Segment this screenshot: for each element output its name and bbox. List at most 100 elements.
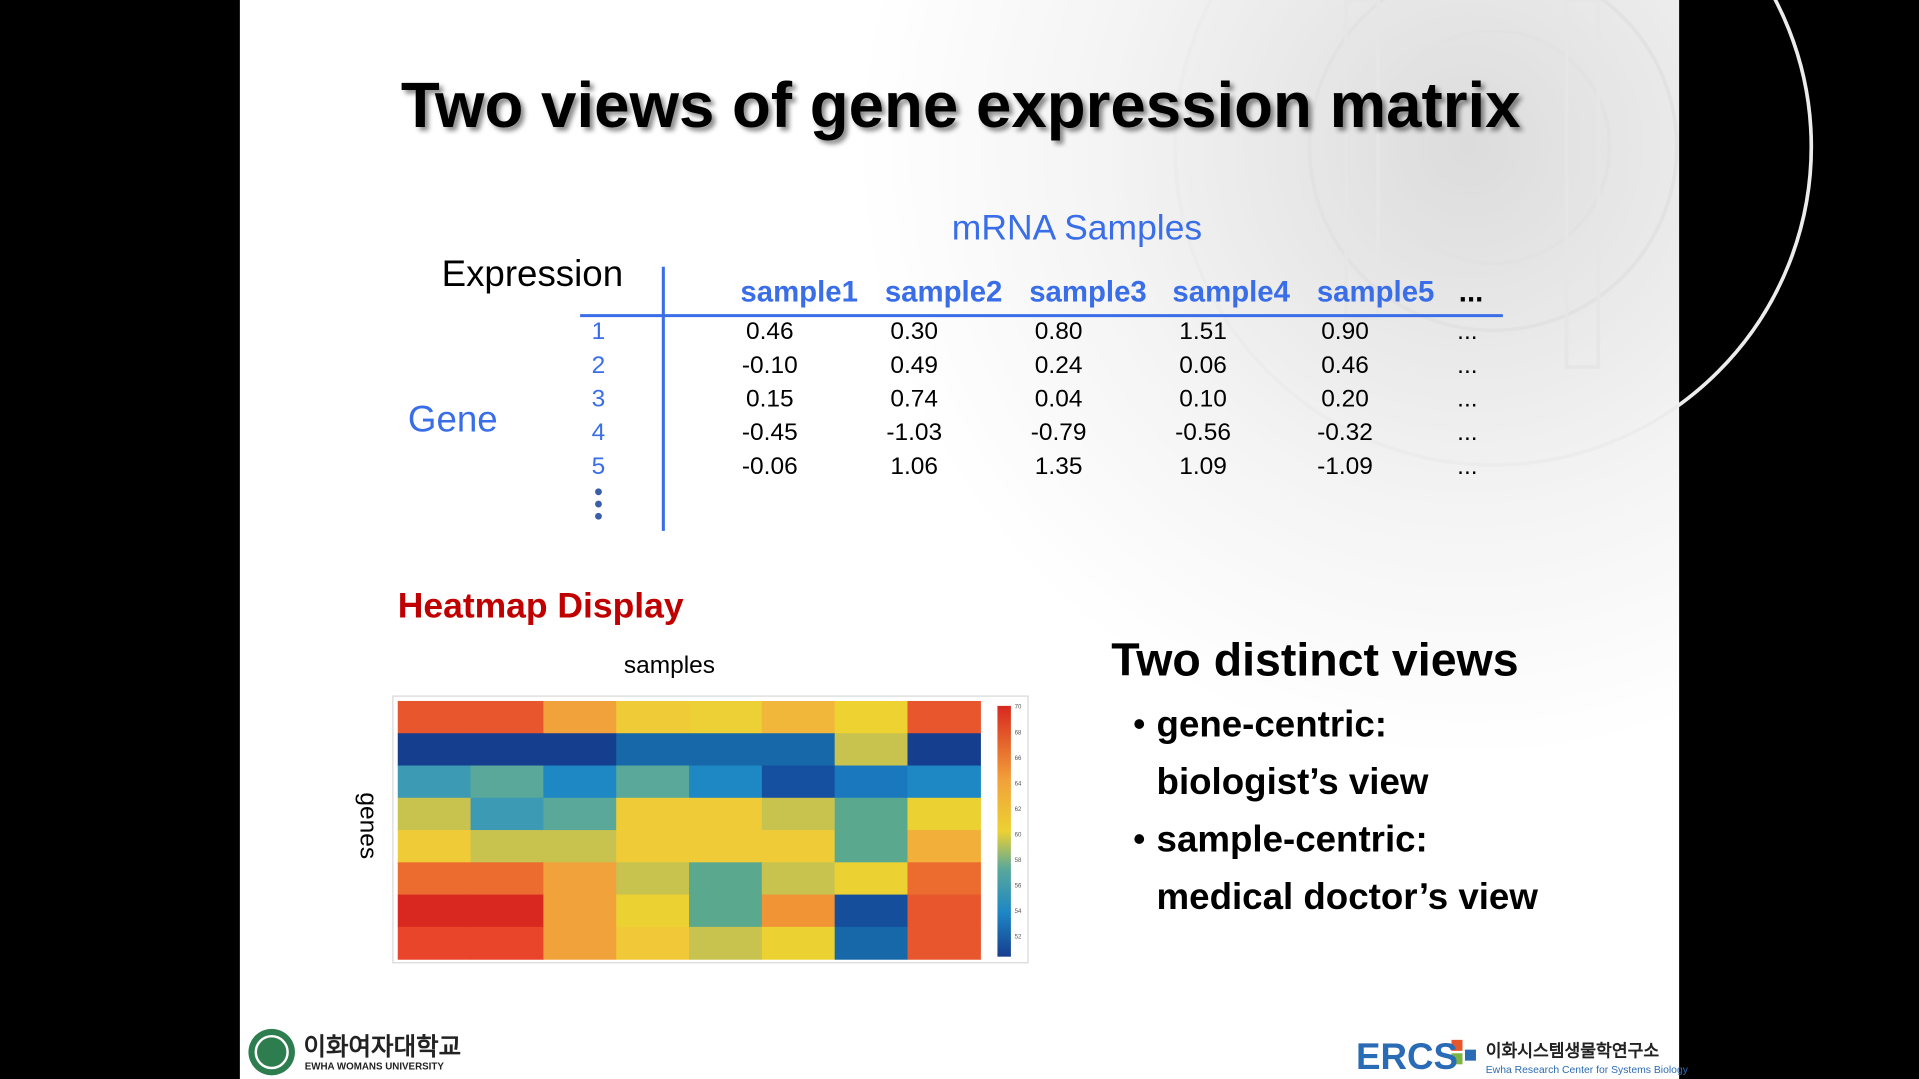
column-header: sample4 xyxy=(1172,275,1290,308)
bullet: • xyxy=(1133,706,1145,744)
heatmap-cell xyxy=(689,798,762,831)
heatmap-cell xyxy=(471,895,544,928)
views-heading: Two distinct views xyxy=(1111,633,1518,685)
bullet: • xyxy=(1133,821,1145,859)
heatmap-cell xyxy=(471,862,544,895)
ercs-logo: ERCS xyxy=(1356,1036,1458,1077)
heatmap-cell xyxy=(616,830,689,863)
column-header: sample1 xyxy=(740,275,858,308)
colorbar-tick-label: 68 xyxy=(1015,729,1022,736)
table-cell: -0.56 xyxy=(1175,419,1231,446)
heatmap-cell xyxy=(907,830,980,863)
table-cell: ... xyxy=(1457,419,1477,446)
heatmap-cell xyxy=(762,798,835,831)
table-cell: 1.09 xyxy=(1179,453,1227,480)
table-cell: 0.10 xyxy=(1179,386,1227,413)
table-cell: 0.15 xyxy=(746,386,794,413)
table-cell: 0.74 xyxy=(890,386,938,413)
heatmap-x-label: samples xyxy=(624,652,715,679)
heatmap-cell xyxy=(398,798,471,831)
heatmap-cell xyxy=(907,766,980,799)
view-detail: biologist’s view xyxy=(1157,761,1429,802)
heatmap-cell xyxy=(907,798,980,831)
heatmap-cell xyxy=(471,733,544,766)
gene-id: 1 xyxy=(592,318,606,345)
heatmap-cell xyxy=(616,701,689,734)
table-cell: 0.04 xyxy=(1035,386,1083,413)
column-header: sample3 xyxy=(1029,275,1147,308)
ewha-logo xyxy=(248,1029,295,1075)
table-cell: ... xyxy=(1457,453,1477,480)
gene-id: 5 xyxy=(592,453,606,480)
heatmap-cell xyxy=(398,733,471,766)
heatmap-cell xyxy=(835,798,908,831)
table-cell: ... xyxy=(1457,386,1477,413)
table-cell: 0.06 xyxy=(1179,352,1227,379)
vertical-ellipsis xyxy=(595,488,602,519)
table-cell: 0.20 xyxy=(1321,386,1369,413)
table-cell: ... xyxy=(1457,352,1477,379)
column-header: ... xyxy=(1459,275,1483,308)
heatmap-cell xyxy=(543,733,616,766)
ercs-sub: Ewha Research Center for Systems Biology xyxy=(1486,1065,1689,1076)
heatmap-cell xyxy=(689,733,762,766)
view-label: gene-centric: xyxy=(1157,703,1387,744)
heatmap-cell xyxy=(762,862,835,895)
slide-title: Two views of gene expression matrix xyxy=(401,70,1521,141)
table-cell: -0.32 xyxy=(1317,419,1373,446)
colorbar-tick-label: 66 xyxy=(1015,755,1022,762)
table-cell: -0.79 xyxy=(1031,419,1087,446)
heatmap-cell xyxy=(398,927,471,960)
table-cell: -1.03 xyxy=(886,419,942,446)
colorbar-tick-label: 58 xyxy=(1015,857,1022,864)
heatmap-cell xyxy=(616,927,689,960)
heatmap-cell xyxy=(689,701,762,734)
table-cell: -0.10 xyxy=(742,352,798,379)
heatmap-cell xyxy=(689,766,762,799)
heatmap-cell xyxy=(689,862,762,895)
heatmap-cell xyxy=(398,862,471,895)
heatmap-cell xyxy=(835,862,908,895)
view-detail: medical doctor’s view xyxy=(1157,876,1539,917)
heatmap-cell xyxy=(762,895,835,928)
heatmap-cell xyxy=(398,895,471,928)
ercs-name: 이화시스템생물학연구소 xyxy=(1486,1041,1660,1061)
colorbar-tick-label: 54 xyxy=(1015,908,1022,915)
heatmap-cell xyxy=(835,701,908,734)
gene-id: 2 xyxy=(592,352,606,379)
right-bar xyxy=(1679,0,1919,1079)
heatmap-cell xyxy=(762,927,835,960)
table-cell: 0.49 xyxy=(890,352,938,379)
heatmap-cell xyxy=(907,895,980,928)
colorbar-tick-label: 64 xyxy=(1015,780,1022,787)
heatmap-cell xyxy=(907,862,980,895)
table-cell: 0.46 xyxy=(1321,352,1369,379)
heatmap-cell xyxy=(543,862,616,895)
heatmap-cell xyxy=(471,701,544,734)
heatmap-cell xyxy=(762,701,835,734)
heatmap-cell xyxy=(471,927,544,960)
heatmap-cell xyxy=(689,830,762,863)
university-name: 이화여자대학교 xyxy=(304,1033,462,1061)
heatmap-cell xyxy=(471,830,544,863)
heatmap-cell xyxy=(616,862,689,895)
heatmap-cell xyxy=(471,766,544,799)
heatmap-cell xyxy=(907,733,980,766)
heatmap-cell xyxy=(543,701,616,734)
university-sub: EWHA WOMANS UNIVERSITY xyxy=(305,1061,445,1072)
view-label: sample-centric: xyxy=(1157,818,1428,859)
heatmap-cell xyxy=(398,701,471,734)
table-cell: 0.80 xyxy=(1035,318,1083,345)
heatmap-cell xyxy=(907,927,980,960)
colorbar-tick-label: 70 xyxy=(1015,704,1022,711)
heatmap-cell xyxy=(835,733,908,766)
heatmap-cell xyxy=(835,766,908,799)
heatmap-cell xyxy=(835,895,908,928)
table-cell: 0.46 xyxy=(746,318,794,345)
table-cell: -1.09 xyxy=(1317,453,1373,480)
heatmap-cell xyxy=(616,895,689,928)
heatmap-cell xyxy=(689,927,762,960)
heatmap-cell xyxy=(543,766,616,799)
